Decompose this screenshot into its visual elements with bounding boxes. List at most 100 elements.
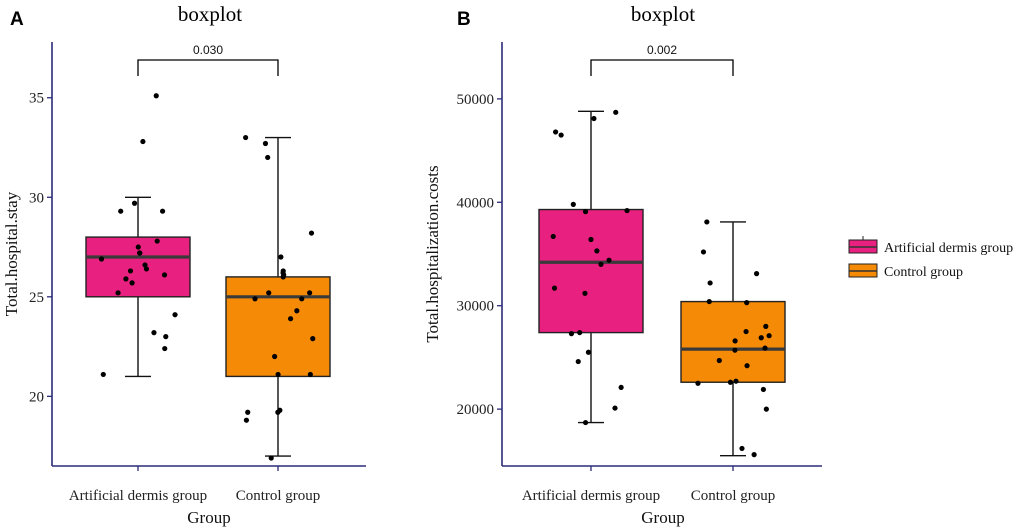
data-point <box>582 290 588 296</box>
y-tick-label: 40000 <box>457 195 495 211</box>
data-point <box>558 132 564 138</box>
x-tick-label: Artificial dermis group <box>69 488 207 504</box>
data-point <box>743 328 749 335</box>
data-point <box>744 363 750 369</box>
data-point <box>594 248 600 254</box>
data-point <box>612 405 618 411</box>
data-point <box>131 200 138 206</box>
data-point <box>163 334 169 340</box>
data-point <box>733 378 739 384</box>
data-point <box>695 380 701 386</box>
x-axis-title: Group <box>641 508 684 527</box>
data-point <box>159 208 166 214</box>
data-point <box>582 419 589 426</box>
data-point <box>582 209 589 215</box>
data-point <box>618 384 624 391</box>
data-point <box>763 323 769 329</box>
data-point <box>727 379 734 385</box>
data-point <box>704 219 710 225</box>
panel-letter: B <box>457 9 471 30</box>
y-axis-title: Total.hospital.stay <box>2 191 21 316</box>
data-point <box>707 280 713 286</box>
data-point <box>265 154 271 161</box>
data-point <box>570 201 576 207</box>
p-value-label: 0.002 <box>647 43 677 57</box>
data-point <box>766 333 772 339</box>
significance-bracket <box>590 59 734 76</box>
legend-label: Control group <box>884 265 963 280</box>
data-point <box>243 417 250 423</box>
data-point <box>550 233 556 240</box>
y-tick-label: 20000 <box>457 402 495 418</box>
data-point <box>275 371 281 378</box>
y-axis-title: Total.hospitalization.costs <box>423 165 442 342</box>
data-point <box>287 316 294 322</box>
box-control <box>225 276 331 378</box>
data-point <box>243 134 249 141</box>
x-tick-label: Artificial dermis group <box>522 488 660 504</box>
y-tick-label: 50000 <box>457 92 495 108</box>
data-point <box>278 254 284 260</box>
p-value-label: 0.030 <box>193 43 223 57</box>
data-point <box>744 300 750 306</box>
data-point <box>127 268 134 274</box>
data-point <box>252 296 258 302</box>
data-point <box>598 261 604 267</box>
data-point <box>143 266 150 272</box>
data-point <box>588 236 594 243</box>
data-point <box>553 129 559 135</box>
y-tick-label: 30000 <box>457 299 495 315</box>
x-tick-label: Control group <box>691 488 776 504</box>
data-point <box>98 256 105 262</box>
data-point <box>762 345 768 351</box>
data-point <box>308 230 315 236</box>
y-tick-label: 35 <box>29 91 44 107</box>
chart-title: boxplot <box>178 2 242 26</box>
data-point <box>294 308 300 314</box>
data-point <box>577 329 583 336</box>
data-point <box>129 280 135 286</box>
data-point <box>123 276 129 282</box>
data-point <box>760 386 767 393</box>
box-artificial-dermis <box>538 208 644 334</box>
data-point <box>307 371 313 378</box>
data-point <box>591 115 597 122</box>
data-point <box>266 290 272 296</box>
data-point <box>268 455 274 461</box>
data-point <box>275 409 281 415</box>
data-point <box>135 244 141 250</box>
data-point <box>706 298 712 305</box>
data-point <box>307 290 313 296</box>
data-point <box>751 452 757 458</box>
data-point <box>142 262 148 268</box>
data-point <box>299 296 305 302</box>
data-point <box>310 336 316 342</box>
y-tick-label: 30 <box>29 190 44 206</box>
legend: Artificial dermis group Control group <box>848 236 1013 280</box>
data-point <box>118 208 124 214</box>
data-point <box>151 330 157 336</box>
data-point <box>753 271 760 277</box>
data-point <box>758 335 764 341</box>
data-point <box>732 338 738 344</box>
data-point <box>162 345 168 352</box>
data-point <box>100 371 106 378</box>
data-point <box>606 257 612 263</box>
chart-title: boxplot <box>631 2 695 26</box>
data-point <box>245 409 251 415</box>
data-point <box>272 353 278 360</box>
data-point <box>700 249 707 255</box>
x-tick-label: Control group <box>236 488 321 504</box>
data-point <box>585 349 592 355</box>
data-point <box>568 331 575 337</box>
significance-bracket <box>137 59 279 76</box>
data-point <box>137 250 143 256</box>
data-point <box>172 312 178 318</box>
data-point <box>624 207 630 214</box>
data-point <box>115 290 121 296</box>
data-point <box>161 272 168 278</box>
y-tick-label: 25 <box>29 290 44 306</box>
